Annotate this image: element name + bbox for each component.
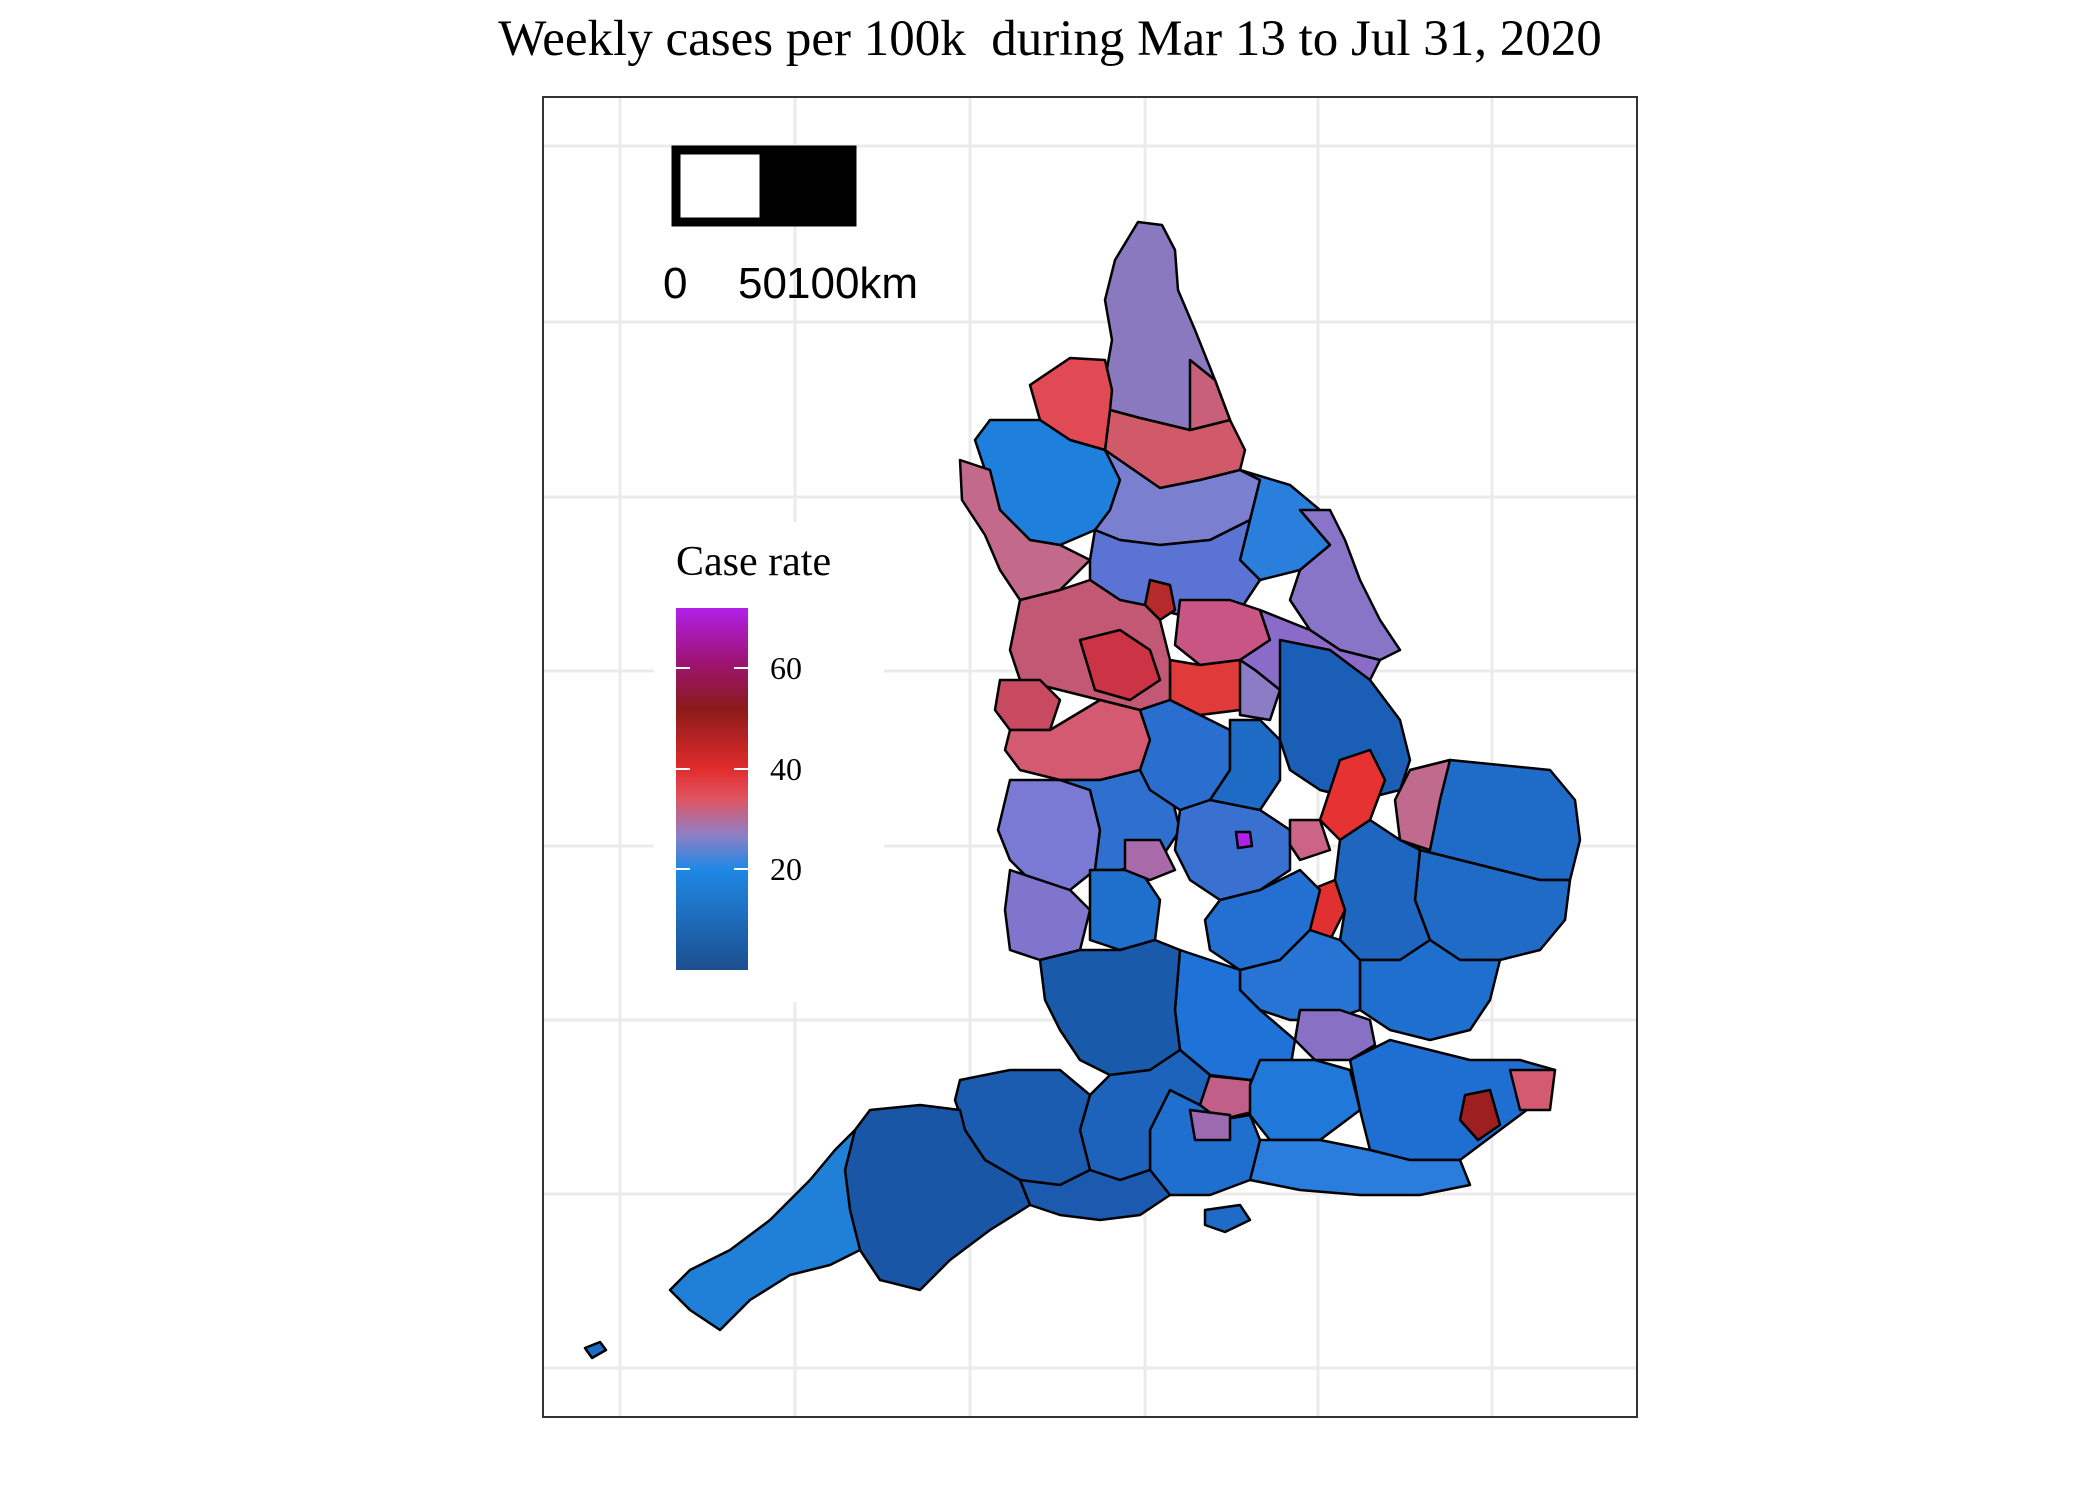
region-thanet <box>1508 1068 1557 1112</box>
legend-title: Case rate <box>676 539 832 585</box>
legend-tick-mark <box>676 868 690 871</box>
scale-label-100km: 100km <box>786 259 919 308</box>
region-cornwall <box>668 1128 862 1332</box>
scale-label-50: 50 <box>738 259 787 308</box>
region-tyne <box>1188 358 1232 432</box>
legend-tick-mark <box>676 667 690 670</box>
region-cumbria-south <box>958 458 1092 602</box>
region-rutland <box>1288 818 1332 862</box>
region-worcs <box>1088 868 1162 952</box>
map-title: Weekly cases per 100k during Mar 13 to J… <box>498 11 1602 67</box>
region-ashford <box>1458 1088 1502 1142</box>
region-doncaster <box>1238 658 1282 722</box>
scale-bar-black-segment <box>759 145 857 227</box>
legend-tick-mark <box>734 767 748 770</box>
legend-tick-mark <box>676 767 690 770</box>
region-sussex <box>1248 1138 1472 1197</box>
region-north-yorkshire <box>1238 468 1332 582</box>
region-manchester <box>1078 628 1162 702</box>
region-bradford <box>1143 578 1177 622</box>
region-essex <box>1358 938 1502 1042</box>
legend-tick-label: 40 <box>770 750 802 787</box>
scale-bar <box>671 145 857 227</box>
region-birmingham <box>1123 838 1177 882</box>
legend-tick-mark <box>734 667 748 670</box>
region-leicester-hotspot <box>1234 830 1254 850</box>
scale-label-0: 0 <box>663 259 688 308</box>
legend-tick-label: 20 <box>770 851 802 888</box>
legend-tick-mark <box>734 868 748 871</box>
region-surrey <box>1248 1058 1362 1142</box>
scale-bar-white-segment <box>671 145 769 227</box>
region-dorset <box>1018 1168 1172 1222</box>
england-map <box>583 220 1582 1360</box>
region-gloucestershire <box>1038 938 1182 1077</box>
legend-colorbar <box>676 608 748 970</box>
region-hampshire-west <box>1188 1108 1232 1142</box>
region-leicester <box>1173 798 1292 902</box>
legend-tick-label: 60 <box>770 650 802 687</box>
region-isle-of-wight <box>1203 1203 1252 1234</box>
region-scilly <box>583 1340 608 1360</box>
region-kings-lynn <box>1393 758 1452 852</box>
